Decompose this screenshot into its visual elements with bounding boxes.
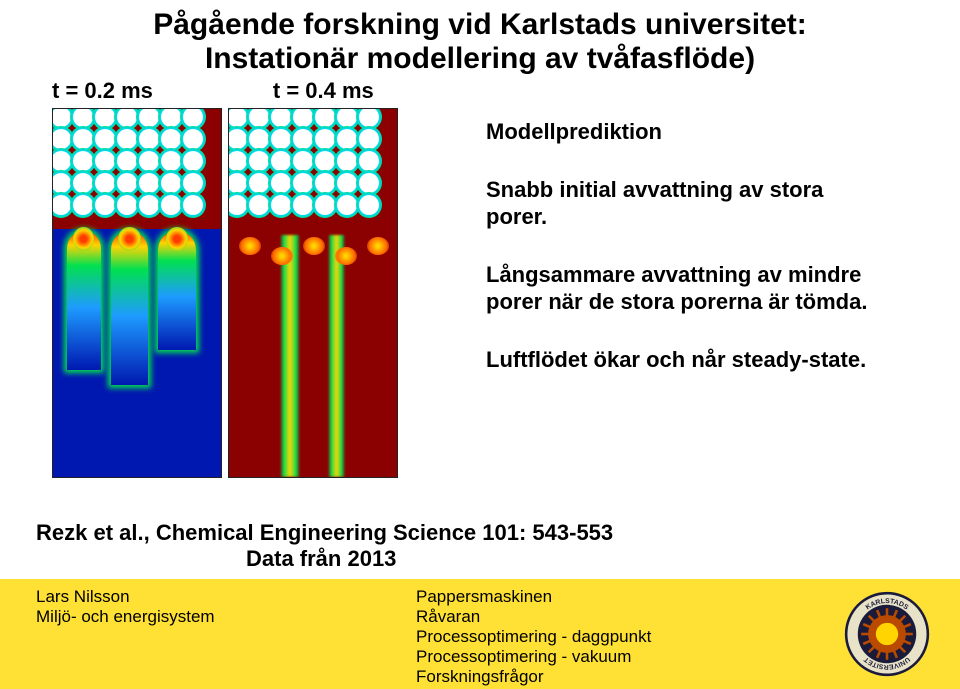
time-label-right: t = 0.4 ms — [273, 78, 374, 104]
model-prediction-heading: Modellprediktion — [486, 118, 886, 146]
citation-line-2: Data från 2013 — [36, 546, 613, 572]
footer-center-item: Pappersmaskinen — [416, 587, 651, 607]
citation-line-1: Rezk et al., Chemical Engineering Scienc… — [36, 520, 613, 546]
slide-title-block: Pågående forskning vid Karlstads univers… — [0, 0, 960, 76]
paragraph-1: Snabb initial avvattning av stora porer. — [486, 176, 886, 231]
footer-left: Lars Nilsson Miljö- och energisystem — [36, 587, 416, 627]
citation-block: Rezk et al., Chemical Engineering Scienc… — [36, 520, 613, 572]
sim-panel-left — [52, 108, 222, 478]
main-content-row: Modellprediktion Snabb initial avvattnin… — [0, 108, 960, 478]
university-logo-icon: KARLSTADS UNIVERSITET — [844, 591, 930, 677]
right-text-column: Modellprediktion Snabb initial avvattnin… — [486, 118, 886, 478]
time-labels: t = 0.2 ms t = 0.4 ms — [0, 78, 960, 104]
footer-center-item: Processoptimering - daggpunkt — [416, 627, 651, 647]
footer-bar: Lars Nilsson Miljö- och energisystem Pap… — [0, 579, 960, 689]
footer-center-item: Forskningsfrågor — [416, 667, 651, 687]
title-line-1: Pågående forskning vid Karlstads univers… — [0, 8, 960, 42]
footer-center-item: Råvaran — [416, 607, 651, 627]
paragraph-2: Långsammare avvattning av mindre porer n… — [486, 261, 886, 316]
footer-center-list: PappersmaskinenRåvaranProcessoptimering … — [416, 587, 651, 687]
author-dept: Miljö- och energisystem — [36, 607, 416, 627]
title-line-2: Instationär modellering av tvåfasflöde) — [0, 42, 960, 76]
karlstad-logo: KARLSTADS UNIVERSITET — [844, 591, 930, 677]
footer-center-item: Processoptimering - vakuum — [416, 647, 651, 667]
time-label-left: t = 0.2 ms — [52, 78, 153, 104]
author-name: Lars Nilsson — [36, 587, 416, 607]
paragraph-3: Luftflödet ökar och når steady-state. — [486, 346, 886, 374]
simulation-pair — [52, 108, 398, 478]
sim-panel-right — [228, 108, 398, 478]
